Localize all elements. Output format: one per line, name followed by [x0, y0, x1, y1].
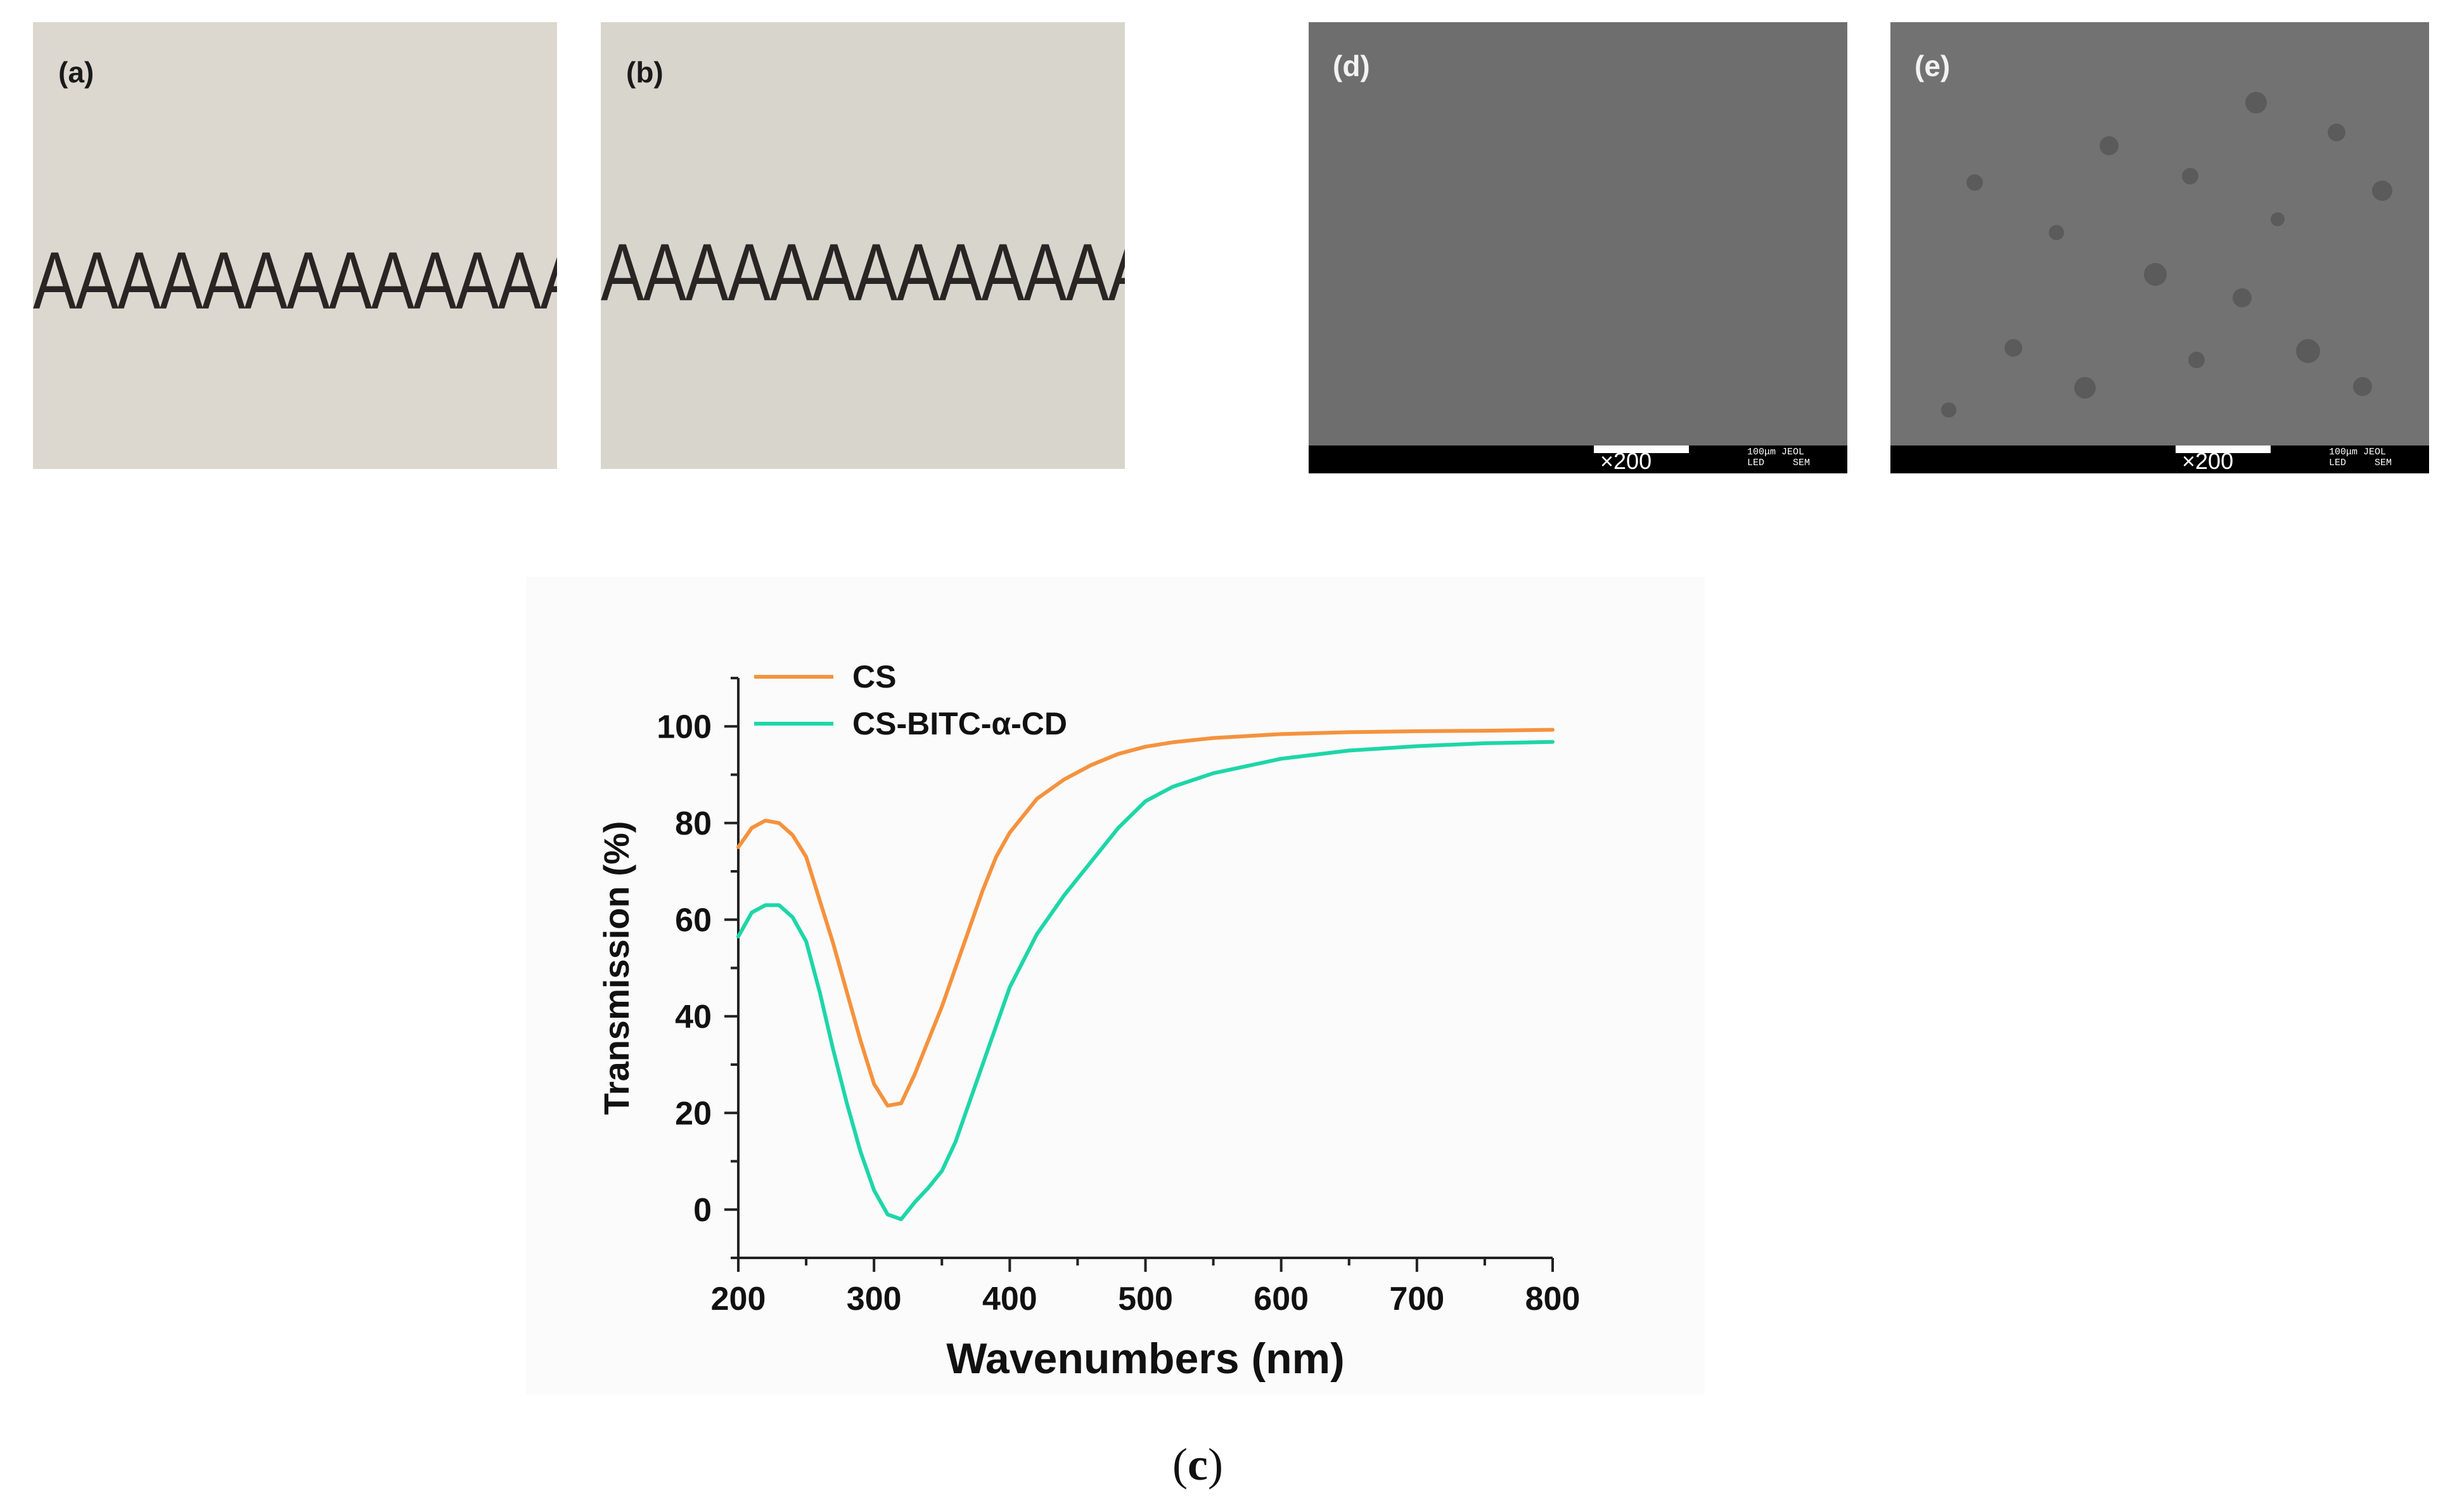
- sem-info-bar-d: ×200 100μm JEOL LED SEM: [1309, 445, 1847, 473]
- series-line-2: [736, 740, 1555, 1221]
- printed-letters-b: AAAAAAAAAAAAA: [601, 227, 1125, 318]
- pore: [2182, 168, 2198, 184]
- sem-panel-d: (d) ×200 100μm JEOL LED SEM: [1309, 22, 1847, 473]
- y-axis-label: Transmission (%): [596, 821, 636, 1115]
- x-tick-label: 500: [1118, 1281, 1173, 1317]
- sem-scale-text-d: 100μm JEOL LED SEM: [1747, 447, 1811, 468]
- pore: [2233, 288, 2252, 307]
- x-tick-label: 300: [847, 1281, 902, 1317]
- x-axis-label: Wavenumbers (nm): [946, 1335, 1344, 1383]
- y-tick-label: 20: [675, 1095, 712, 1132]
- pore: [1966, 174, 1983, 191]
- pore: [2144, 263, 2167, 286]
- series-line-1: [736, 727, 1555, 1108]
- y-tick-label: 80: [675, 805, 712, 842]
- sem-panel-e: (e) ×200 100μm JEOL LED SEM: [1890, 22, 2429, 473]
- y-tick-label: 0: [693, 1192, 712, 1229]
- sem-scale-text-e: 100μm JEOL LED SEM: [2329, 447, 2392, 468]
- photo-panel-b: (b) AAAAAAAAAAAAA: [601, 22, 1125, 469]
- panel-label-e: (e): [1914, 49, 1951, 82]
- scale-bar-e: [2176, 445, 2271, 453]
- sem-info-bar-e: ×200 100μm JEOL LED SEM: [1890, 445, 2429, 473]
- x-tick-label: 400: [982, 1281, 1037, 1317]
- magnification-e: ×200: [2182, 448, 2234, 473]
- y-tick-label: 40: [675, 999, 712, 1035]
- pore: [2245, 92, 2267, 113]
- magnification-d: ×200: [1600, 448, 1652, 473]
- pore: [2100, 136, 2119, 155]
- pore: [2372, 181, 2392, 201]
- pore: [1941, 402, 1956, 418]
- panel-label-a: (a): [58, 56, 94, 89]
- legend-label-2: CS-BITC-α-CD: [852, 706, 1067, 741]
- caption-letter: c: [1187, 1439, 1208, 1490]
- x-tick-label: 600: [1254, 1281, 1309, 1317]
- pore: [2296, 339, 2320, 363]
- x-tick-label: 700: [1389, 1281, 1444, 1317]
- pore: [2004, 339, 2022, 357]
- photo-panel-a: (a) AAAAAAAAAAAAA: [33, 22, 557, 469]
- pore: [2271, 212, 2285, 226]
- pore: [2049, 225, 2064, 240]
- x-tick-label: 200: [711, 1281, 766, 1317]
- panel-label-b: (b): [626, 56, 664, 89]
- panel-label-d: (d): [1333, 49, 1370, 82]
- figure-caption: (c): [1172, 1438, 1223, 1491]
- y-tick-label: 60: [675, 902, 712, 939]
- pore: [2353, 377, 2372, 396]
- legend-label-1: CS: [852, 659, 896, 695]
- caption-open: (: [1172, 1439, 1188, 1490]
- scale-bar-d: [1594, 445, 1689, 453]
- caption-close: ): [1207, 1439, 1223, 1490]
- pore: [2074, 377, 2096, 399]
- pore: [2328, 124, 2345, 141]
- y-tick-label: 100: [657, 708, 712, 745]
- x-tick-label: 800: [1525, 1281, 1581, 1317]
- printed-letters-a: AAAAAAAAAAAAA: [33, 236, 557, 326]
- pore: [2188, 352, 2205, 368]
